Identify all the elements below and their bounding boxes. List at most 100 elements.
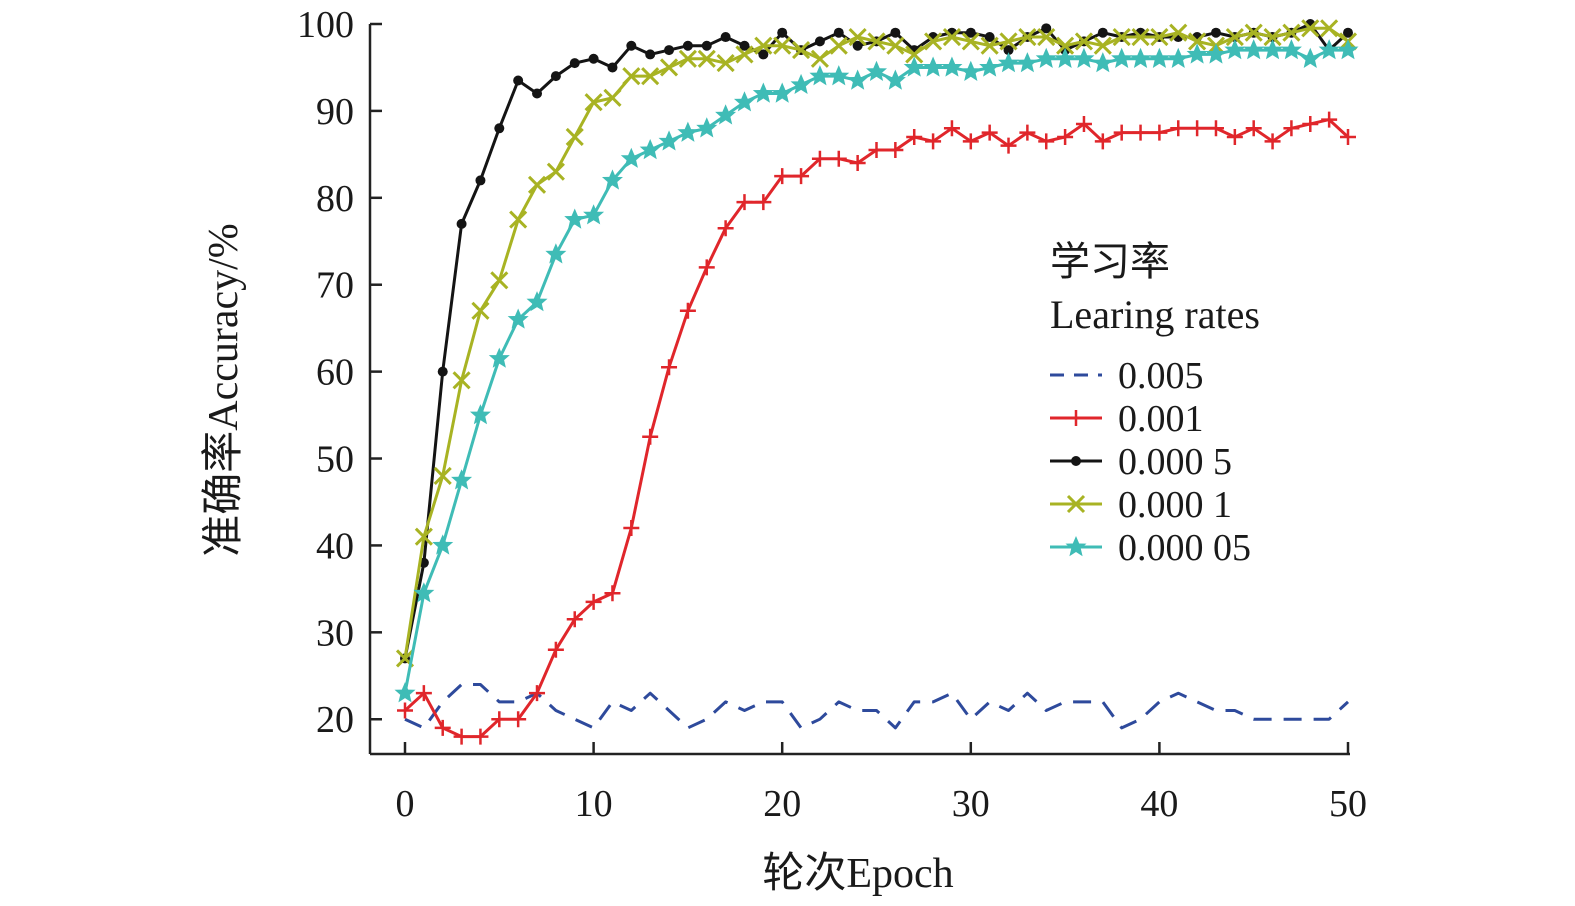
data-point: [828, 65, 850, 86]
data-point: [697, 49, 716, 68]
data-point: [565, 127, 584, 147]
data-point: [1041, 23, 1052, 34]
data-point: [1111, 47, 1133, 68]
y-tick-label: 80: [316, 178, 354, 220]
series-4: [394, 39, 1359, 703]
data-point: [547, 641, 564, 658]
legend-label: 0.000 5: [1118, 441, 1232, 483]
data-point: [513, 75, 524, 86]
data-point: [1301, 19, 1320, 38]
data-point: [475, 175, 486, 186]
data-point: [451, 469, 473, 490]
data-point: [981, 124, 998, 141]
data-point: [397, 702, 413, 719]
data-point: [661, 359, 678, 376]
data-point: [809, 65, 831, 86]
data-point: [906, 128, 923, 145]
data-point: [852, 40, 863, 51]
data-point: [1151, 124, 1168, 141]
series-3: [395, 19, 1358, 668]
x-tick-label: 40: [1140, 783, 1178, 825]
data-point: [677, 121, 699, 142]
data-point: [1186, 43, 1208, 64]
data-point: [604, 585, 621, 602]
data-point: [434, 719, 451, 736]
data-point: [623, 520, 640, 537]
data-point: [922, 56, 944, 77]
data-point: [868, 142, 885, 159]
data-point: [1073, 47, 1095, 68]
x-tick-label: 50: [1329, 783, 1367, 825]
y-tick-label: 100: [297, 4, 354, 46]
y-tick-label: 20: [316, 699, 354, 741]
data-point: [583, 204, 605, 225]
data-point: [829, 36, 848, 55]
data-point: [588, 53, 599, 64]
y-tick-label: 30: [316, 612, 354, 654]
data-point: [456, 218, 467, 229]
data-point: [1205, 43, 1227, 64]
data-point: [607, 62, 618, 73]
data-point: [755, 194, 772, 211]
data-point: [1065, 536, 1087, 557]
data-point: [790, 73, 812, 95]
data-point: [509, 210, 528, 229]
data-point: [1003, 45, 1014, 56]
chart-axes: 20 30 40 50 60 70 80 90 100 0 10 20 30 40 50: [297, 4, 1367, 825]
y-tick-label: 70: [316, 265, 354, 307]
data-point: [1225, 27, 1244, 47]
data-point: [1131, 27, 1150, 47]
data-point: [679, 302, 696, 319]
data-point: [1321, 111, 1338, 128]
y-axis-label: 准确率Accuracy/%: [200, 223, 247, 557]
data-point: [1093, 36, 1112, 55]
data-point: [1132, 124, 1149, 141]
legend-label: 0.001: [1118, 398, 1204, 440]
data-point: [1170, 120, 1187, 137]
data-point: [1263, 27, 1282, 47]
data-point: [488, 347, 510, 368]
data-point: [984, 32, 995, 43]
data-point: [735, 45, 754, 64]
legend-label: 0.000 1: [1118, 484, 1232, 526]
legend-entry: 0.005: [1050, 355, 1204, 397]
data-point: [810, 49, 829, 68]
data-point: [1245, 120, 1262, 137]
data-point: [1148, 47, 1170, 68]
legend-entry: 0.000 1: [1050, 484, 1232, 526]
data-point: [890, 27, 901, 38]
data-point: [1282, 23, 1301, 42]
data-point: [452, 371, 471, 390]
data-point: [1054, 47, 1076, 68]
data-point: [793, 168, 810, 185]
data-point: [943, 120, 960, 137]
y-tick-label: 90: [316, 91, 354, 133]
data-point: [1224, 39, 1246, 60]
data-point: [472, 728, 489, 745]
data-point: [980, 36, 999, 55]
data-point: [394, 682, 416, 703]
data-point: [564, 208, 586, 229]
data-point: [716, 54, 735, 73]
series-line: [403, 118, 1350, 739]
data-point: [848, 27, 867, 47]
data-point: [491, 711, 508, 728]
data-point: [1112, 27, 1131, 47]
data-point: [453, 728, 470, 745]
data-point: [1071, 456, 1081, 466]
data-point: [1169, 23, 1188, 42]
data-point: [550, 71, 561, 82]
data-point: [1343, 27, 1353, 38]
data-point: [566, 611, 583, 628]
data-point: [1189, 120, 1206, 137]
data-point: [998, 52, 1020, 73]
data-point: [659, 58, 679, 77]
legend-entry: 0.000 5: [1050, 441, 1232, 483]
data-point: [546, 162, 565, 181]
data-point: [886, 36, 905, 55]
data-point: [584, 93, 603, 112]
data-point: [1262, 39, 1284, 60]
data-point: [437, 366, 448, 377]
